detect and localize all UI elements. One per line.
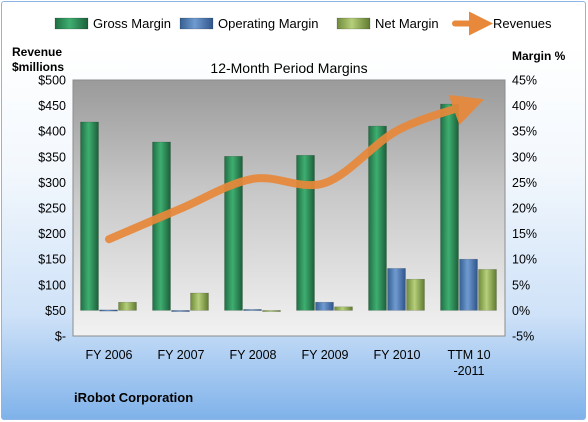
- x-category-label: FY 2006: [85, 348, 132, 362]
- y-left-tick-label: $200: [38, 227, 66, 241]
- x-category-labels: FY 2006 FY 2007 FY 2008 FY 2009 FY 2010 TTM 1…: [85, 348, 490, 378]
- plot-area: [72, 79, 506, 337]
- x-category-label: FY 2010: [373, 348, 420, 362]
- y-left-tick-label: $350: [38, 150, 66, 164]
- y-right-tick-label: 10%: [512, 253, 537, 267]
- bar-gross-4: [296, 155, 315, 311]
- y-left-tick-label: $500: [38, 74, 66, 88]
- bar-group: [80, 103, 497, 312]
- y-left-tick-label: $450: [38, 99, 66, 113]
- legend-net-margin-swatch: [336, 17, 371, 30]
- x-category-label: FY 2009: [301, 348, 348, 362]
- y-right-title: Margin %: [512, 49, 566, 63]
- y-right-tick-label: 0%: [512, 304, 530, 318]
- bar-gross-5: [368, 125, 387, 311]
- revenue-line-group: [105, 94, 485, 244]
- y-left-tick-label: $150: [38, 253, 66, 267]
- y-left-tick-label: $100: [38, 278, 66, 292]
- y-right-tick-label: 30%: [512, 150, 537, 164]
- footer-company: iRobot Corporation: [74, 390, 193, 405]
- bar-net-5: [406, 278, 425, 311]
- y-right-tick-label: 20%: [512, 202, 537, 216]
- y-left-ticks: $- $50 $100 $150 $200 $250 $300 $350 $400 $450 $50…: [38, 74, 66, 344]
- bar-net-3: [262, 310, 281, 312]
- legend-operating-margin-swatch: [179, 17, 214, 30]
- bar-gross-3: [224, 156, 243, 311]
- bar-net-4: [334, 306, 353, 311]
- legend-gross-margin-label: Gross Margin: [93, 16, 171, 31]
- x-category-label: FY 2008: [229, 348, 276, 362]
- bar-gross-6: [440, 103, 459, 311]
- x-category-label: FY 2007: [157, 348, 204, 362]
- y-left-title-line2: $millions: [12, 60, 64, 74]
- chart-title: 12-Month Period Margins: [210, 60, 367, 76]
- y-left-tick-label: $400: [38, 125, 66, 139]
- legend: Gross Margin Operating Margin Net Margin Re…: [54, 11, 552, 36]
- y-right-tick-label: 45%: [512, 74, 537, 88]
- revenue-line: [105, 94, 485, 244]
- y-right-tick-label: 25%: [512, 176, 537, 190]
- y-left-tick-label: $-: [55, 330, 66, 344]
- y-left-tick-label: $250: [38, 202, 66, 216]
- bar-gross-2: [152, 141, 171, 311]
- bar-net-1: [118, 301, 137, 311]
- legend-net-margin-label: Net Margin: [375, 16, 439, 31]
- legend-operating-margin-label: Operating Margin: [218, 16, 318, 31]
- y-right-tick-label: -5%: [512, 330, 534, 344]
- bar-operating-2: [171, 310, 190, 312]
- y-right-tick-label: 40%: [512, 99, 537, 113]
- bar-gross-1: [80, 121, 99, 311]
- bar-operating-5: [387, 268, 406, 311]
- bar-operating-1: [99, 309, 118, 312]
- bar-operating-4: [315, 301, 334, 311]
- bar-net-6: [478, 269, 497, 311]
- y-right-tick-label: 15%: [512, 227, 537, 241]
- bar-operating-6: [459, 258, 478, 311]
- legend-gross-margin-swatch: [54, 17, 89, 30]
- y-right-ticks: -5% 0% 5% 10% 15% 20% 25% 30% 35% 40% 45%: [512, 74, 537, 344]
- y-left-tick-label: $300: [38, 176, 66, 190]
- bar-net-2: [190, 292, 209, 311]
- bar-operating-3: [243, 309, 262, 311]
- x-category-label: TTM 10 -2011: [447, 348, 490, 378]
- y-right-tick-label: 5%: [512, 278, 530, 292]
- legend-revenues-label: Revenues: [493, 16, 552, 31]
- y-left-title-line1: Revenue: [12, 45, 62, 59]
- y-right-tick-label: 35%: [512, 125, 537, 139]
- y-left-tick-label: $50: [45, 304, 66, 318]
